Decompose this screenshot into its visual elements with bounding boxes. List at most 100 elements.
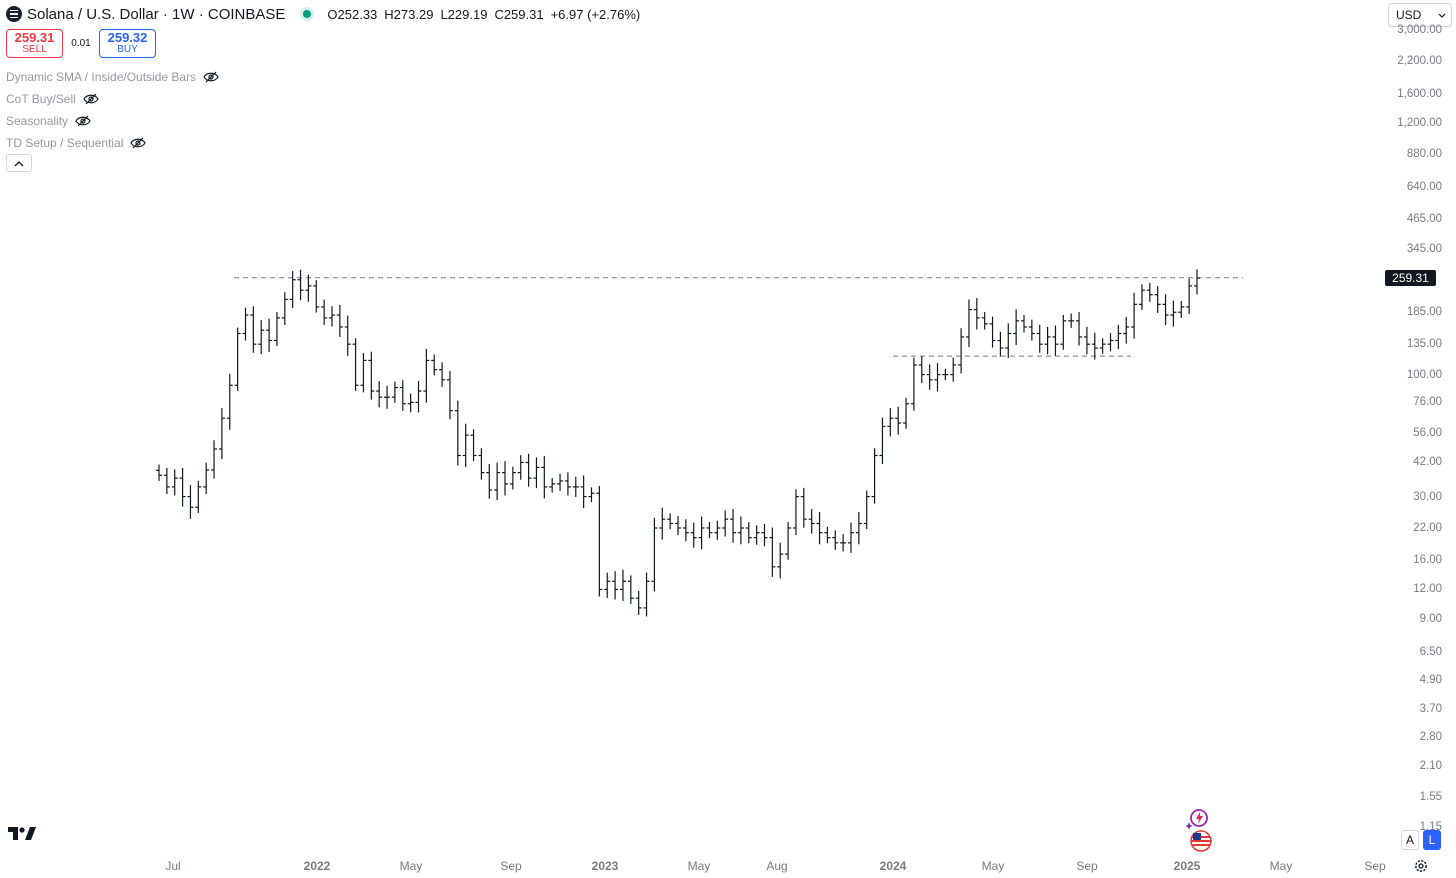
- ohlc-bar: [1146, 282, 1153, 302]
- ohlc-bar: [690, 522, 697, 548]
- ohlc-bar: [1076, 312, 1083, 346]
- ohlc-bar: [171, 469, 178, 496]
- ohlc-bar: [848, 522, 854, 553]
- ai-assistant-icon[interactable]: [1185, 808, 1210, 835]
- price-tick: 880.00: [1406, 148, 1442, 161]
- ohlc-bar: [887, 408, 894, 437]
- ohlc-bar: [195, 481, 202, 513]
- ohlc-bar: [604, 572, 611, 598]
- ohlc-bar: [502, 461, 508, 496]
- ohlc-bar: [1123, 316, 1130, 344]
- buy-price: 259.32: [107, 29, 148, 45]
- ohlc-bar: [1107, 333, 1114, 352]
- ohlc-bar: [564, 472, 571, 496]
- auto-scale-button[interactable]: A: [1401, 830, 1419, 850]
- ohlc-bar: [926, 364, 933, 390]
- chevron-up-icon: [14, 160, 24, 166]
- sell-button[interactable]: 259.31 SELL: [6, 29, 63, 58]
- currency-select[interactable]: USD: [1388, 3, 1452, 27]
- indicator-label: Seasonality: [6, 114, 69, 128]
- ohlc-bar: [840, 534, 847, 552]
- ohlc-bar: [187, 485, 194, 519]
- eye-off-icon[interactable]: [130, 137, 147, 149]
- time-tick: Sep: [500, 859, 522, 873]
- log-scale-button[interactable]: L: [1423, 830, 1441, 850]
- symbol-title[interactable]: Solana / U.S. Dollar · 1W · COINBASE: [27, 5, 286, 23]
- eye-off-icon[interactable]: [203, 71, 219, 83]
- gear-icon[interactable]: [1414, 859, 1428, 878]
- change-value: +6.97 (+2.76%): [550, 6, 641, 22]
- price-tick: 345.00: [1406, 243, 1442, 256]
- ohlc-bar: [997, 331, 1004, 357]
- close-value: C259.31: [494, 6, 544, 22]
- ohlc-bar: [1131, 292, 1138, 339]
- ohlc-bar: [1028, 319, 1035, 341]
- market-open-indicator: [303, 10, 312, 18]
- ohlc-bar: [580, 475, 587, 509]
- price-axis[interactable]: 3,000.00 2,200.00 1,600.00 1,200.00 880.00 64…: [1386, 0, 1456, 850]
- ohlc-bar: [549, 477, 556, 493]
- ohlc-bar: [588, 487, 595, 503]
- ohlc-bar: [336, 304, 343, 338]
- spread-value: 0.01: [71, 38, 91, 49]
- ohlc-bar: [281, 292, 288, 325]
- indicator-row[interactable]: Seasonality: [6, 110, 219, 132]
- indicator-row[interactable]: TD Setup / Sequential: [6, 132, 219, 154]
- sell-label: SELL: [22, 43, 47, 55]
- ohlc-bar: [879, 417, 886, 465]
- indicator-row[interactable]: Dynamic SMA / Inside/Outside Bars: [6, 66, 219, 88]
- ohlc-bar: [1138, 284, 1145, 310]
- price-chart[interactable]: [0, 0, 1385, 878]
- ohlc-bar: [321, 299, 328, 325]
- indicator-label: Dynamic SMA / Inside/Outside Bars: [6, 70, 197, 84]
- ohlc-bar: [619, 569, 626, 601]
- ohlc-bar: [1115, 324, 1122, 350]
- ohlc-bar: [305, 274, 312, 302]
- indicator-label: TD Setup / Sequential: [6, 136, 124, 150]
- eye-off-icon[interactable]: [75, 115, 91, 127]
- tradingview-logo-icon[interactable]: [8, 825, 38, 846]
- ohlc-bar: [871, 448, 878, 504]
- ohlc-bar: [800, 487, 807, 528]
- price-tick: 1,600.00: [1397, 87, 1442, 100]
- ohlc-bar: [376, 380, 383, 408]
- time-tick: May: [687, 859, 711, 873]
- ohlc-bar: [533, 457, 540, 489]
- price-tick: 4.90: [1419, 674, 1442, 687]
- ohlc-bar: [706, 522, 713, 539]
- time-axis[interactable]: Jul 2022 May Sep 2023 May Aug 2024 May Sep 2025 May…: [0, 855, 1385, 877]
- price-tick: 16.00: [1413, 554, 1442, 567]
- ohlc-bar: [627, 575, 634, 604]
- buy-button[interactable]: 259.32 BUY: [99, 29, 156, 58]
- indicator-label: CoT Buy/Sell: [6, 92, 76, 106]
- ohlc-bar: [910, 357, 917, 411]
- ohlc-bar: [234, 327, 241, 391]
- high-value: H273.29: [384, 6, 434, 22]
- ohlc-bar: [737, 516, 744, 545]
- ohlc-bar: [439, 362, 446, 387]
- ohlc-bar: [698, 516, 705, 550]
- time-tick: May: [399, 859, 423, 873]
- ohlc-bar: [816, 512, 823, 545]
- ohlc-bar: [675, 516, 681, 536]
- ohlc-bar: [1083, 326, 1090, 355]
- indicator-row[interactable]: CoT Buy/Sell: [6, 88, 219, 110]
- collapse-legend-button[interactable]: [6, 154, 32, 172]
- ohlc-bar: [572, 476, 579, 497]
- ohlc-bar: [1044, 326, 1051, 355]
- ohlc-bar: [808, 509, 815, 534]
- ohlc-bar: [1154, 285, 1161, 313]
- ohlc-bar: [950, 357, 957, 382]
- ohlc-bar: [156, 464, 162, 481]
- price-tick: 1,200.00: [1397, 116, 1442, 129]
- ohlc-bar: [981, 311, 988, 330]
- ohlc-bar: [415, 380, 422, 413]
- ohlc-bar: [942, 368, 949, 381]
- us-flag-icon[interactable]: [1188, 830, 1214, 857]
- ohlc-bar: [242, 307, 249, 341]
- eye-off-icon[interactable]: [83, 93, 99, 105]
- price-tick: 2.10: [1419, 759, 1442, 772]
- time-tick: 2023: [591, 859, 619, 873]
- time-tick: May: [981, 859, 1005, 873]
- ohlc-bar: [792, 489, 799, 536]
